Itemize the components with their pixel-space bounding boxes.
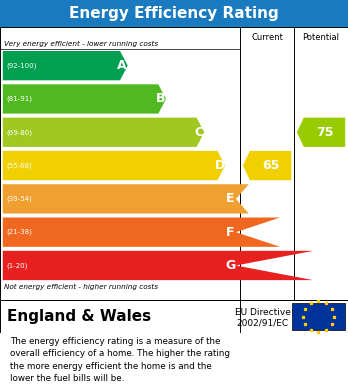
Polygon shape: [297, 118, 345, 147]
Text: Energy Efficiency Rating: Energy Efficiency Rating: [69, 6, 279, 21]
Polygon shape: [3, 217, 280, 247]
Text: E: E: [226, 192, 235, 205]
Text: F: F: [226, 226, 235, 239]
Polygon shape: [243, 151, 291, 180]
Text: Not energy efficient - higher running costs: Not energy efficient - higher running co…: [4, 284, 158, 291]
Text: 65: 65: [262, 159, 279, 172]
Text: G: G: [225, 259, 236, 272]
Polygon shape: [3, 84, 166, 114]
Text: A: A: [117, 59, 127, 72]
Text: The energy efficiency rating is a measure of the
overall efficiency of a home. T: The energy efficiency rating is a measur…: [10, 337, 230, 383]
Text: EU Directive: EU Directive: [235, 308, 291, 317]
Text: (55-68): (55-68): [6, 162, 32, 169]
Text: D: D: [214, 159, 225, 172]
Text: B: B: [156, 92, 165, 106]
Polygon shape: [3, 51, 128, 80]
Text: (69-80): (69-80): [6, 129, 32, 136]
Polygon shape: [3, 151, 225, 180]
Text: (81-91): (81-91): [6, 96, 32, 102]
Text: Potential: Potential: [302, 33, 340, 42]
Text: 2002/91/EC: 2002/91/EC: [237, 319, 289, 328]
Text: (39-54): (39-54): [6, 196, 32, 202]
Text: 75: 75: [316, 126, 333, 139]
Text: England & Wales: England & Wales: [7, 309, 151, 324]
Text: C: C: [194, 126, 203, 139]
Text: Current: Current: [251, 33, 283, 42]
Text: (1-20): (1-20): [6, 262, 27, 269]
Bar: [292, 303, 345, 330]
Text: Very energy efficient - lower running costs: Very energy efficient - lower running co…: [4, 41, 158, 47]
Text: (21-38): (21-38): [6, 229, 32, 235]
Text: (92-100): (92-100): [6, 63, 37, 69]
Polygon shape: [3, 251, 313, 280]
Polygon shape: [3, 118, 204, 147]
Polygon shape: [3, 184, 249, 213]
